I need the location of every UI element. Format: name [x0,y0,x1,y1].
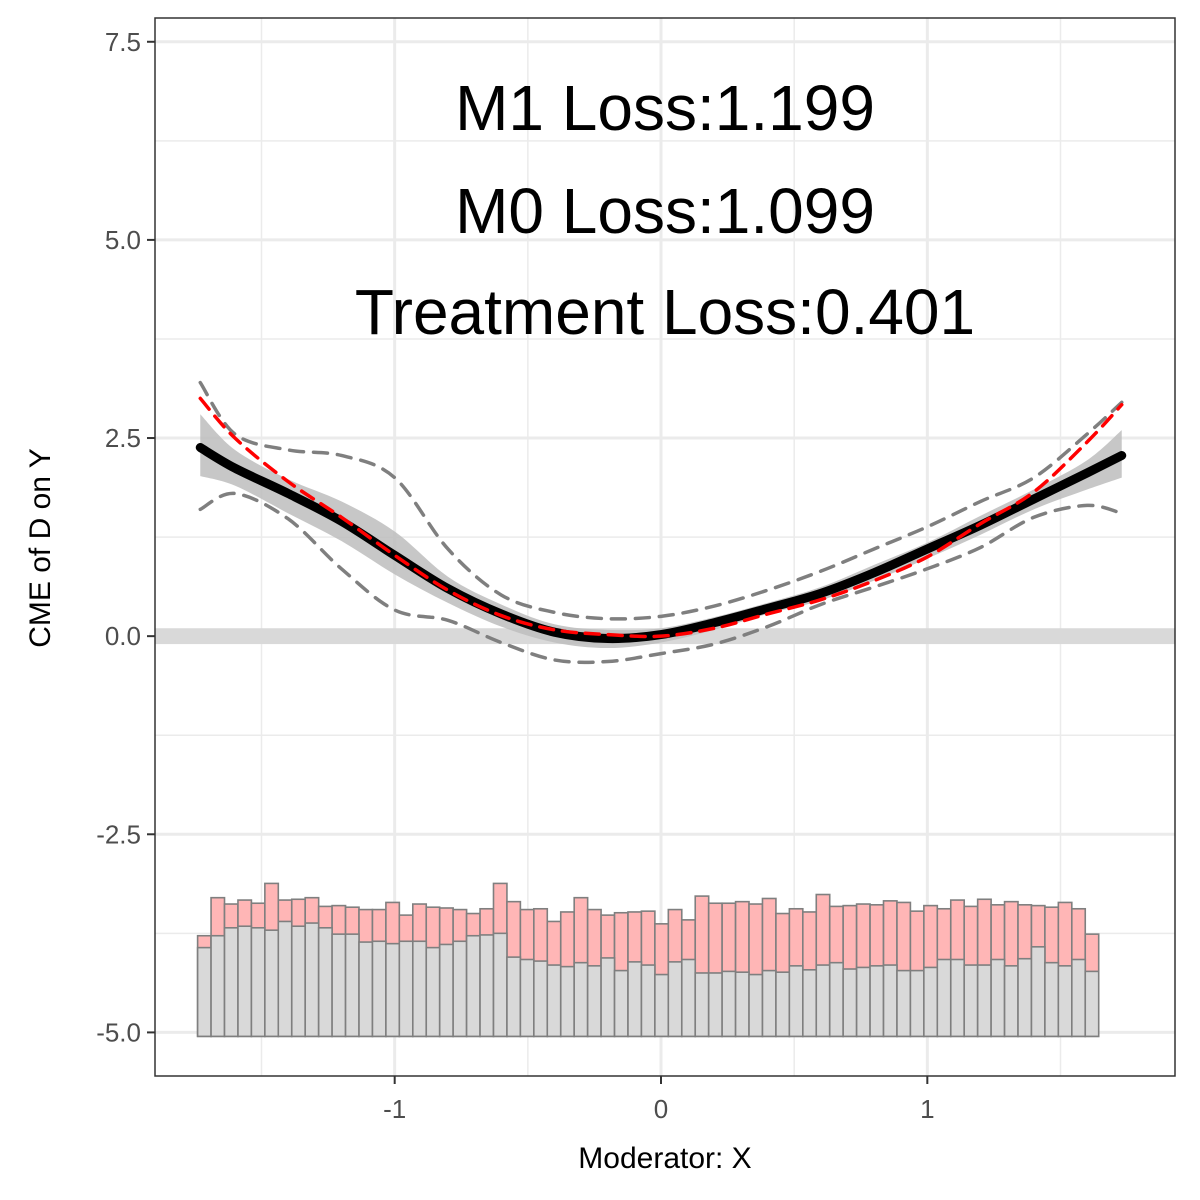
histogram-bar-control [344,933,360,1038]
histogram-bar-control [654,973,670,1038]
histogram-bar-control [694,972,710,1038]
x-axis-title: Moderator: X [578,1142,751,1175]
histogram-bar-control [237,925,253,1038]
upper-bound-line [198,380,1124,621]
histogram-bar-control [533,960,549,1038]
histogram-bar-control [802,969,818,1038]
histogram-bar-control [1030,946,1046,1038]
histogram-bar-control [1071,958,1087,1038]
confidence-band [200,414,1122,649]
histogram-bar-control [882,964,898,1038]
histogram-bar-control [1057,965,1073,1038]
histogram-bar-control [775,971,791,1038]
lower-bound-line [198,491,1124,665]
histogram-bar-control [1003,965,1019,1038]
histogram-bar-control [600,957,616,1038]
histogram-bar-control [438,943,454,1038]
histogram-bar-control [976,964,992,1038]
y-tick-label: 2.5 [105,423,141,453]
x-tick-label: 1 [920,1094,934,1124]
histogram-bar-control [304,922,320,1038]
histogram-bar-control [640,964,656,1038]
x-tick-label: -1 [383,1094,406,1124]
panel-background [155,18,1175,1076]
histogram-bar-control [613,969,629,1038]
histogram-bar-control [909,969,925,1038]
annotation-treatment-loss: Treatment Loss:0.401 [355,276,975,348]
histogram-bar-control [290,925,307,1038]
panel-border [154,17,1176,1077]
histogram-bar-control [748,973,764,1038]
histogram-bar-control [828,961,844,1038]
histogram-bar-control [680,958,697,1038]
histogram-bar-control [264,929,280,1038]
annotation-m0-loss: M0 Loss:1.099 [455,175,875,247]
annotation-m1-loss: M1 Loss:1.199 [455,72,875,144]
histogram-bar-control [842,968,858,1038]
histogram-bar-control [223,927,239,1038]
y-tick-label: -2.5 [96,819,141,849]
histogram-bar-control [788,965,804,1038]
true-cme-line [198,396,1124,639]
histogram-bar-control [1044,961,1060,1038]
x-tick-label: 0 [654,1094,668,1124]
histogram-bar-control [761,969,777,1038]
histogram-bar-control [721,970,737,1038]
y-tick-label: 7.5 [105,27,141,57]
loss-annotations: M1 Loss:1.199 M0 Loss:1.099 Treatment Lo… [355,72,975,348]
histogram-bar-control [411,940,428,1038]
histogram-bar-control [990,958,1006,1038]
histogram-bar-control [371,940,387,1038]
histogram-bar-control [492,932,508,1038]
histogram-bar-control [425,946,441,1038]
histogram-bar-control [465,934,481,1038]
histogram-bar-control [815,964,831,1038]
histogram-bar-control [317,927,333,1038]
histogram-bar-control [506,956,522,1038]
histogram-bar-control [869,965,885,1038]
histogram-bar-control [452,940,468,1038]
histogram-bar-control [210,934,226,1038]
histogram-bar-control [896,969,912,1038]
histogram-bar-control [586,965,602,1038]
histogram-bar-control [923,966,939,1038]
histogram-bar-control [546,964,562,1038]
grid-minor [155,18,1175,1076]
histogram-bar-control [331,933,347,1038]
histogram-bar-control [479,934,495,1038]
histogram-bar-control [277,920,293,1038]
histogram-control [196,920,1100,1038]
histogram-bar-control [734,971,750,1038]
y-tick-label: 5.0 [105,225,141,255]
x-axis: -1 0 1 [383,1076,935,1124]
histogram-bar-control [1084,970,1100,1038]
histogram-bar-control [573,961,589,1038]
histogram-bar-control [707,972,723,1038]
y-tick-label: 0.0 [105,621,141,651]
histogram-bar-control [949,958,966,1038]
histogram-bar-control [963,964,979,1038]
histogram-bar-control [196,946,212,1038]
histogram-bar-control [398,940,414,1038]
histogram-bar-control [627,961,643,1038]
histogram-bar-control [936,958,952,1038]
y-tick-label: -5.0 [96,1017,141,1047]
y-axis-title: CME of D on Y [24,448,57,648]
plot-panel [154,17,1176,1077]
histogram-bar-control [358,941,374,1038]
histogram-bar-control [385,942,401,1038]
histogram-bar-control [559,965,575,1038]
histogram-bar-control [1017,957,1033,1038]
histogram-bar-control [519,958,535,1038]
histogram-bar-control [855,966,871,1038]
histogram-bar-control [250,927,266,1038]
y-axis: 7.5 5.0 2.5 0.0 -2.5 -5.0 [96,27,155,1047]
histogram-bar-control [667,961,683,1038]
